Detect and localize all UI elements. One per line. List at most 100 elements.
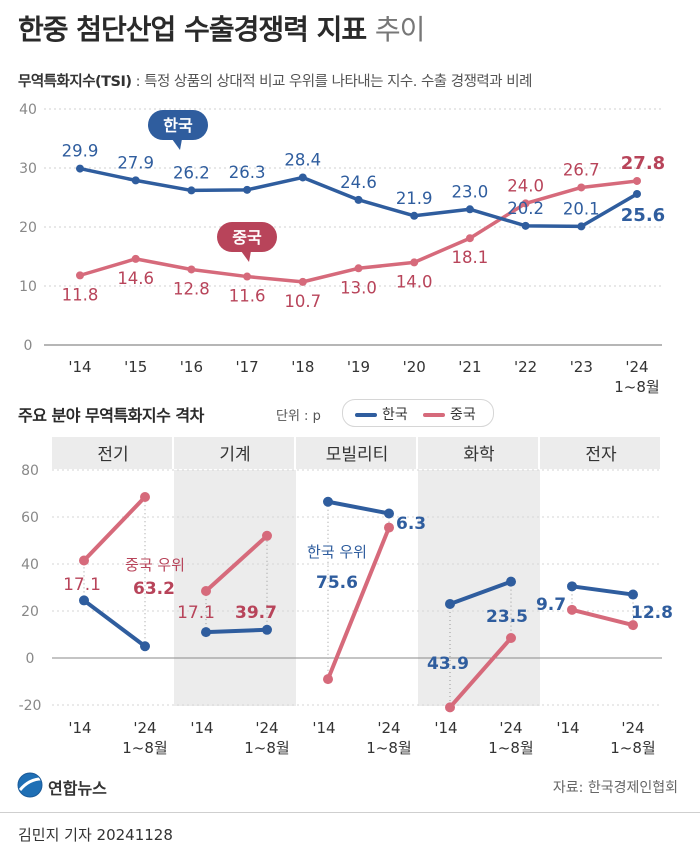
x-tick-label: '14 [312, 719, 335, 737]
china-series-line [326, 525, 391, 682]
advantage-label: 중국 우위 [125, 556, 185, 574]
korea-callout: 한국 [148, 110, 208, 150]
x-tick-label: '24 1~8월 [488, 719, 533, 757]
korea-callout-pointer [172, 139, 182, 150]
x-tick-label: '21 [458, 358, 481, 376]
korea-point [384, 508, 394, 519]
korea-point [633, 189, 641, 198]
china-point [298, 277, 307, 286]
china-point [187, 265, 196, 274]
panel-title: 기계 [219, 445, 250, 465]
gap-label-14: 9.7 [536, 595, 566, 615]
china-point [79, 555, 89, 566]
korea-series-line [326, 499, 391, 516]
korea-series-line [448, 579, 513, 606]
korea-point [323, 496, 333, 507]
sector-gap-chart: 전기 기계 모빌리티 화학 전자 -20 0 20 40 60 80 '14 '24 1~8월 '14 '24… [19, 437, 673, 757]
y-tick-label: 80 [21, 463, 39, 479]
legend-korea: 한국 [355, 404, 408, 424]
panel-title: 전자 [585, 445, 617, 465]
korea-point [521, 221, 530, 230]
korea-callout-bubble [148, 110, 208, 140]
y-tick-label: 40 [21, 557, 39, 573]
korea-data-label: 25.6 [621, 205, 665, 226]
korea-point [187, 186, 196, 195]
korea-point [76, 164, 84, 173]
china-data-label: 14.6 [117, 269, 154, 288]
korea-callout-text: 한국 [163, 116, 193, 135]
advantage-label: 한국 우위 [307, 543, 367, 561]
china-data-label: 27.8 [621, 153, 665, 174]
y-tick-label: 20 [19, 220, 37, 236]
korea-point [628, 589, 638, 600]
y-tick-label: 60 [21, 510, 39, 526]
china-point [577, 183, 586, 192]
title-main: 한중 첨단산업 수출경쟁력 지표 [18, 13, 367, 46]
x-tick-label: '22 [514, 358, 537, 376]
definition-term: 무역특화지수(TSI) [18, 74, 132, 90]
korea-data-label: 27.9 [117, 153, 154, 172]
china-point [567, 604, 577, 615]
china-data-label: 11.8 [62, 285, 99, 304]
korea-point [140, 641, 150, 652]
china-point [521, 199, 530, 208]
china-series-line [82, 495, 147, 563]
y-tick-label: 20 [21, 604, 39, 620]
gap-label-24: 6.3 [396, 514, 426, 534]
china-data-label: 12.8 [173, 279, 210, 298]
legend-china-swatch [423, 413, 445, 417]
korea-point [410, 211, 419, 220]
panel-header [540, 437, 660, 469]
x-tick-label: '24 1~8월 [610, 719, 655, 757]
gap-label-14: 75.6 [316, 573, 358, 593]
china-series-line [204, 533, 269, 594]
korea-data-label: 26.2 [173, 163, 210, 182]
x-tick-label: '15 [124, 358, 147, 376]
china-point [410, 258, 419, 267]
y-tick-label: 10 [19, 279, 37, 295]
china-point [201, 586, 211, 597]
korea-data-label: 20.2 [507, 199, 544, 218]
china-series-line [570, 607, 635, 628]
korea-data-label: 29.9 [62, 142, 99, 161]
china-callout-bubble [217, 222, 277, 252]
china-point [131, 254, 140, 263]
china-point [628, 620, 638, 631]
x-tick-label: '24 1~8월 [122, 719, 167, 757]
legend-china: 중국 [423, 404, 476, 424]
x-tick-label: '24 1~8월 [366, 719, 411, 757]
panel-header [418, 437, 538, 469]
gap-label-14: 43.9 [427, 654, 469, 674]
korea-point [577, 222, 586, 231]
x-tick-label: '14 [68, 719, 91, 737]
korea-series-line [82, 598, 147, 649]
tsi-trend-chart: 0 10 20 30 40 '14 '15 '16 '17 '18 '19 '20 '21 '22 '23 '… [19, 102, 665, 396]
x-tick-label: '14 [190, 719, 213, 737]
korea-data-label: 24.6 [340, 173, 377, 192]
gap-label-24: 12.8 [631, 603, 673, 623]
x-tick-label: '14 [556, 719, 579, 737]
yonhap-logo-icon [17, 772, 45, 798]
korea-point [465, 205, 474, 214]
y-tick-label: -20 [19, 698, 42, 714]
definition-body: : 특정 상품의 상대적 비교 우위를 나타내는 지수. 수출 경쟁력과 비례 [131, 74, 533, 90]
korea-point [262, 624, 272, 635]
china-point [262, 530, 272, 541]
legend: 한국 중국 [342, 399, 494, 427]
korea-point [354, 195, 363, 204]
china-data-label: 13.0 [340, 278, 377, 297]
china-point [445, 702, 455, 713]
logo-text: 연합뉴스 [48, 779, 107, 798]
y-tick-label: 30 [19, 161, 37, 177]
x-tick-label: '14 [68, 358, 91, 376]
china-data-label: 24.0 [507, 176, 544, 195]
gap-label-24: 63.2 [133, 579, 175, 599]
china-point [243, 272, 252, 281]
china-point [384, 522, 394, 533]
panel-header [296, 437, 416, 469]
panel-title: 화학 [463, 445, 495, 465]
korea-data-label: 28.4 [284, 150, 321, 169]
source-text: 자료: 한국경제인협회 [552, 780, 678, 796]
x-tick-label: '16 [180, 358, 203, 376]
legend-korea-swatch [355, 413, 377, 417]
